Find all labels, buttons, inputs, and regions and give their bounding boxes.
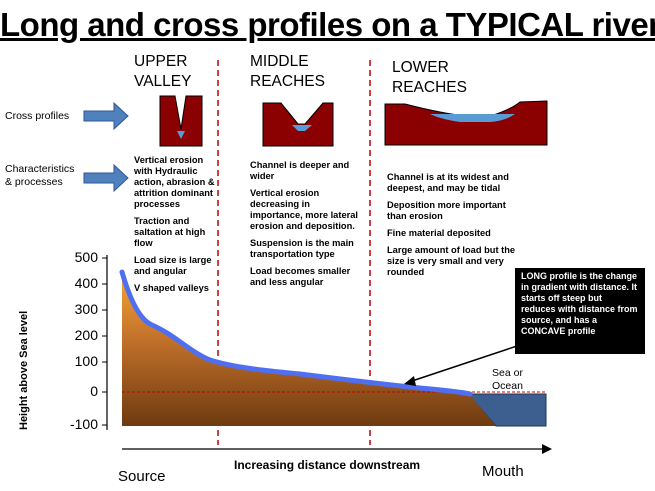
page-title: Long and cross profiles on a TYPICAL riv…	[0, 6, 655, 43]
characteristics-label: Characteristics & processes	[5, 163, 74, 189]
lower-notes: Channel is at its widest and deepest, an…	[387, 172, 519, 284]
callout-pointer-arrowhead-icon	[404, 376, 416, 386]
lower-note-3: Fine material deposited	[387, 228, 491, 238]
y-tick-label: 100	[74, 353, 98, 369]
cross-profiles-arrow-icon	[83, 101, 129, 131]
y-tick-label: -100	[69, 416, 98, 432]
cross-profile-upper	[159, 95, 203, 147]
source-label: Source	[118, 468, 166, 485]
upper-note-4: V shaped valleys	[134, 283, 209, 293]
x-axis-label: Increasing distance downstream	[234, 458, 421, 472]
section-lower-line1: LOWER	[392, 59, 449, 76]
sea-label-line2: Ocean	[492, 380, 523, 392]
section-middle-line1: MIDDLE	[250, 53, 309, 70]
lower-note-2: Deposition more important than erosion	[387, 200, 506, 221]
section-lower-reaches: LOWER REACHES	[392, 58, 467, 98]
y-tick-label: 400	[74, 275, 98, 291]
y-tick-label: 200	[74, 327, 98, 343]
upper-note-2: Traction and saltation at high flow	[134, 216, 206, 248]
y-tick-label: 0	[90, 383, 98, 399]
section-upper-line1: UPPER	[134, 53, 188, 70]
long-profile-line	[119, 269, 473, 397]
section-upper-valley: UPPER VALLEY	[134, 52, 191, 92]
upper-note-1: Vertical erosion with Hydraulic action, …	[134, 155, 215, 209]
y-axis-label: Height above Sea level	[18, 310, 30, 430]
section-middle-line2: REACHES	[250, 73, 325, 90]
section-middle-reaches: MIDDLE REACHES	[250, 52, 325, 92]
upper-note-3: Load size is large and angular	[134, 255, 212, 276]
sea-label-line1: Sea or	[492, 367, 523, 379]
callout-pointer	[411, 344, 521, 382]
middle-notes: Channel is deeper and wider Vertical ero…	[250, 160, 358, 294]
upper-notes: Vertical erosion with Hydraulic action, …	[134, 155, 220, 300]
cross-profile-middle	[262, 102, 334, 147]
middle-note-2: Vertical erosion decreasing in importanc…	[250, 188, 358, 231]
lower-note-4: Large amount of load but the size is ver…	[387, 245, 516, 277]
cross-profile-lower	[384, 100, 548, 146]
y-tick-marks	[102, 257, 107, 426]
y-tick-label: 300	[74, 301, 98, 317]
x-axis-arrowhead-icon	[542, 444, 552, 454]
characteristics-line2: & processes	[5, 176, 63, 188]
y-tick-label: 500	[74, 249, 98, 265]
section-upper-line2: VALLEY	[134, 73, 192, 90]
characteristics-line1: Characteristics	[5, 163, 75, 175]
section-lower-line2: REACHES	[392, 79, 467, 96]
mouth-label: Mouth	[482, 463, 524, 480]
middle-note-4: Load becomes smaller and less angular	[250, 266, 351, 287]
long-profile-callout: LONG profile is the change in gradient w…	[515, 268, 645, 354]
middle-note-3: Suspension is the main transportation ty…	[250, 238, 354, 259]
middle-note-1: Channel is deeper and wider	[250, 160, 350, 181]
characteristics-arrow-icon	[83, 163, 129, 193]
cross-profiles-label: Cross profiles	[5, 110, 70, 122]
lower-note-1: Channel is at its widest and deepest, an…	[387, 172, 509, 193]
sea-label: Sea or Ocean	[492, 367, 523, 393]
